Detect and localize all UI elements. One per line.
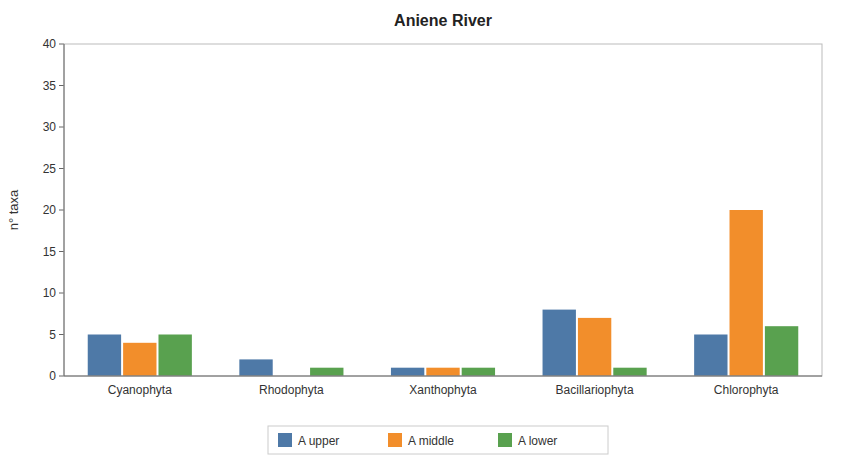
y-tick xyxy=(59,251,64,252)
bar xyxy=(694,335,727,377)
x-tick-label: Cyanophyta xyxy=(108,383,172,397)
y-tick xyxy=(59,334,64,335)
chart-container: Aniene River 0 5 10 15 20 25 30 35 40 n° taxa Cyano… xyxy=(0,0,842,472)
y-tick xyxy=(59,376,64,377)
bar xyxy=(613,368,646,376)
x-tick-label: Rhodophyta xyxy=(259,383,324,397)
y-tick-label: 25 xyxy=(43,162,57,176)
bar xyxy=(158,335,191,377)
y-tick-label: 30 xyxy=(43,120,57,134)
y-tick-label: 5 xyxy=(49,328,56,342)
bar xyxy=(239,359,272,376)
legend-swatch xyxy=(498,433,512,447)
legend-swatch xyxy=(278,433,292,447)
y-tick xyxy=(59,168,64,169)
bar xyxy=(310,368,343,376)
legend-label: A upper xyxy=(298,434,339,448)
plot-frame xyxy=(64,44,822,376)
bar xyxy=(543,310,576,376)
legend: A upper A middle A lower xyxy=(268,426,608,454)
y-tick-label: 40 xyxy=(43,37,57,51)
x-axis-line xyxy=(64,376,822,377)
legend-swatch xyxy=(388,433,402,447)
bar xyxy=(578,318,611,376)
legend-label: A middle xyxy=(408,434,454,448)
legend-label: A lower xyxy=(518,434,557,448)
y-axis-line xyxy=(64,44,65,376)
y-tick-label: 20 xyxy=(43,203,57,217)
bar xyxy=(123,343,156,376)
title: Aniene River xyxy=(394,12,492,29)
y-tick xyxy=(59,127,64,128)
x-tick-label: Bacillariophyta xyxy=(556,383,634,397)
legend-frame xyxy=(268,426,608,454)
y-tick-label: 15 xyxy=(43,245,57,259)
y-tick-label: 10 xyxy=(43,286,57,300)
y-tick xyxy=(59,44,64,45)
bar xyxy=(730,210,763,376)
x-tick-label: Chlorophyta xyxy=(714,383,779,397)
y-tick-label: 35 xyxy=(43,79,57,93)
bar xyxy=(462,368,495,376)
x-tick-label: Xanthophyta xyxy=(409,383,477,397)
bar xyxy=(426,368,459,376)
y-tick xyxy=(59,293,64,294)
bars xyxy=(88,210,799,376)
y-tick xyxy=(59,85,64,86)
y-tick-label: 0 xyxy=(49,369,56,383)
bar xyxy=(391,368,424,376)
bar xyxy=(765,326,798,376)
y-tick xyxy=(59,210,64,211)
bar xyxy=(88,335,121,377)
chart-svg: Aniene River 0 5 10 15 20 25 30 35 40 n° taxa Cyano… xyxy=(0,0,842,472)
y-axis-label: n° taxa xyxy=(6,189,21,230)
